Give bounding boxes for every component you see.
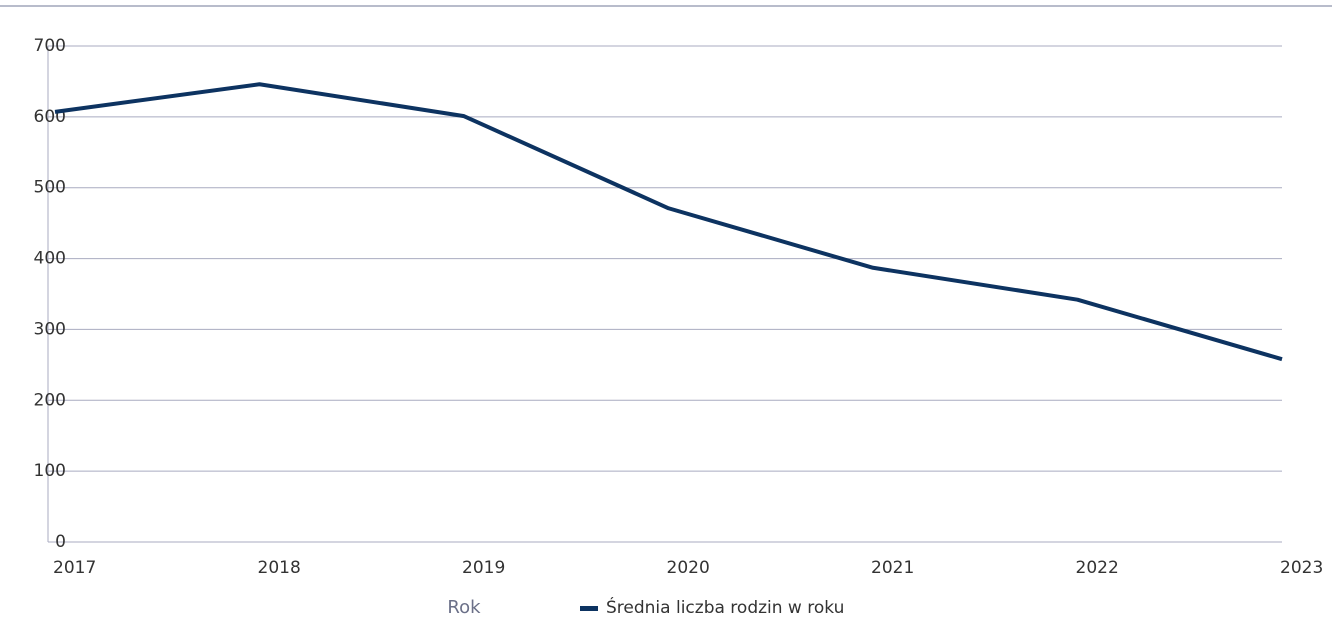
x-tick-label: 2021 [871, 558, 914, 578]
line-series [54, 82, 1283, 362]
y-tick-label: 0 [55, 532, 66, 552]
y-tick-label: 700 [34, 36, 66, 56]
x-tick-label: 2019 [462, 558, 505, 578]
y-tick-label: 500 [34, 178, 66, 198]
x-tick-label: 2023 [1280, 558, 1323, 578]
legend-swatch [580, 606, 598, 611]
legend-label: Średnia liczba rodzin w roku [606, 596, 844, 618]
y-tick-label: 200 [34, 390, 66, 410]
y-tick-label: 400 [34, 249, 66, 269]
x-tick-label: 2017 [53, 558, 96, 578]
x-tick-label: 2022 [1076, 558, 1119, 578]
y-tick-label: 100 [34, 461, 66, 481]
x-tick-label: 2018 [258, 558, 301, 578]
y-tick-label: 300 [34, 319, 66, 339]
x-axis-title: Rok [447, 597, 481, 618]
x-tick-label: 2020 [667, 558, 710, 578]
